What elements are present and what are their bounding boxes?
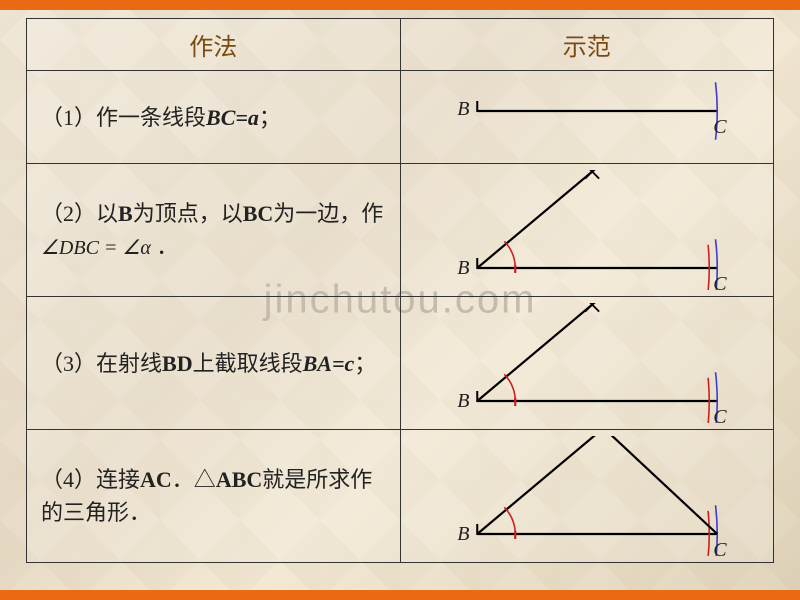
svg-text:B: B bbox=[457, 98, 469, 120]
step-text-4: （4）连接AC．△ABC就是所求作的三角形． bbox=[27, 430, 401, 563]
table-row: （4）连接AC．△ABC就是所求作的三角形．BCA bbox=[27, 430, 774, 563]
bottom-accent-bar bbox=[0, 590, 800, 600]
header-method: 作法 bbox=[27, 19, 401, 71]
step-diagram-1: BC bbox=[400, 71, 774, 164]
angle-formula: ∠DBC = ∠α bbox=[41, 237, 151, 259]
svg-text:C: C bbox=[713, 116, 727, 138]
table-row: （2）以B为顶点，以BC为一边，作 ∠DBC = ∠α ．BC bbox=[27, 164, 774, 297]
table-row: （1）作一条线段BC=a；BC bbox=[27, 71, 774, 164]
step-text-2: （2）以B为顶点，以BC为一边，作 ∠DBC = ∠α ． bbox=[27, 164, 401, 297]
header-demo: 示范 bbox=[400, 19, 774, 71]
step-text-1: （1）作一条线段BC=a； bbox=[27, 71, 401, 164]
svg-text:C: C bbox=[713, 273, 727, 290]
step-diagram-4: BCA bbox=[400, 430, 774, 563]
slide-content: 作法 示范 （1）作一条线段BC=a；BC（2）以B为顶点，以BC为一边，作 ∠… bbox=[0, 0, 800, 581]
svg-text:B: B bbox=[457, 523, 469, 545]
step-text-3: （3）在射线BD上截取线段BA=c； bbox=[27, 297, 401, 430]
svg-text:B: B bbox=[457, 390, 469, 412]
table-row: （3）在射线BD上截取线段BA=c；BC bbox=[27, 297, 774, 430]
svg-text:C: C bbox=[713, 539, 727, 556]
construction-table: 作法 示范 （1）作一条线段BC=a；BC（2）以B为顶点，以BC为一边，作 ∠… bbox=[26, 18, 774, 563]
step-diagram-2: BC bbox=[400, 164, 774, 297]
step-diagram-3: BC bbox=[400, 297, 774, 430]
svg-text:B: B bbox=[457, 257, 469, 279]
svg-text:C: C bbox=[713, 406, 727, 423]
